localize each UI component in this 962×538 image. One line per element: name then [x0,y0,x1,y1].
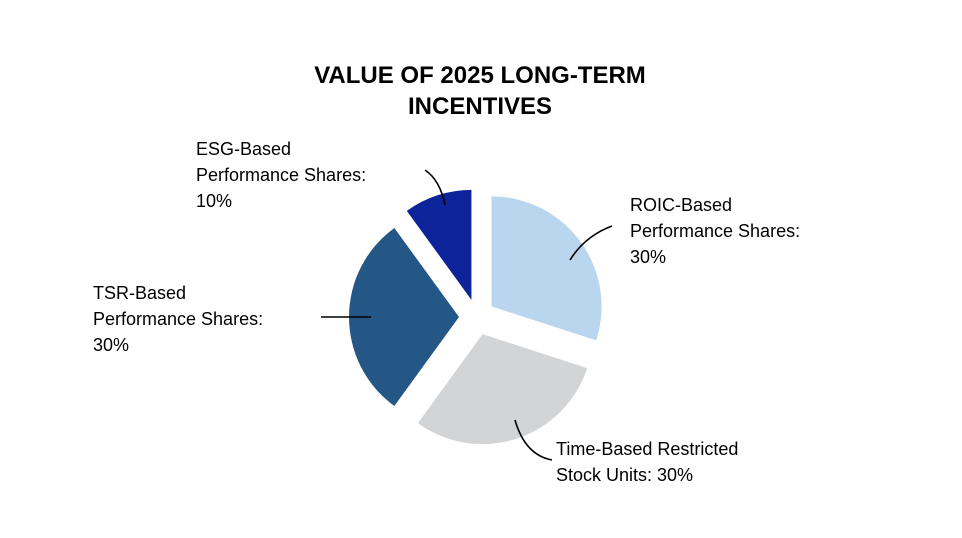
label-esg-line-1: ESG-Based [196,139,291,159]
label-time-based-line-2: Stock Units: 30% [556,465,693,485]
label-esg-line-2: Performance Shares: [196,165,366,185]
label-esg-line-3: 10% [196,191,232,211]
label-tsr-line-3: 30% [93,335,129,355]
label-roic-line-2: Performance Shares: [630,221,800,241]
label-tsr-line-1: TSR-Based [93,283,186,303]
chart-title-line-1: VALUE OF 2025 LONG-TERM [314,62,646,89]
leader-line-esg [424,169,446,206]
label-tsr-line-2: Performance Shares: [93,309,263,329]
leader-line-roic [569,225,613,261]
leader-line-time-based [514,419,553,461]
slice-time-based [417,334,588,445]
slice-tsr [348,228,459,406]
label-roic-line-1: ROIC-Based [630,195,732,215]
slice-esg [406,189,472,300]
pie-slices [348,189,602,445]
label-time-based-line-1: Time-Based Restricted [556,439,738,459]
slice-roic [491,196,602,341]
chart-title-line-2: INCENTIVES [408,93,552,120]
label-roic-line-3: 30% [630,247,666,267]
